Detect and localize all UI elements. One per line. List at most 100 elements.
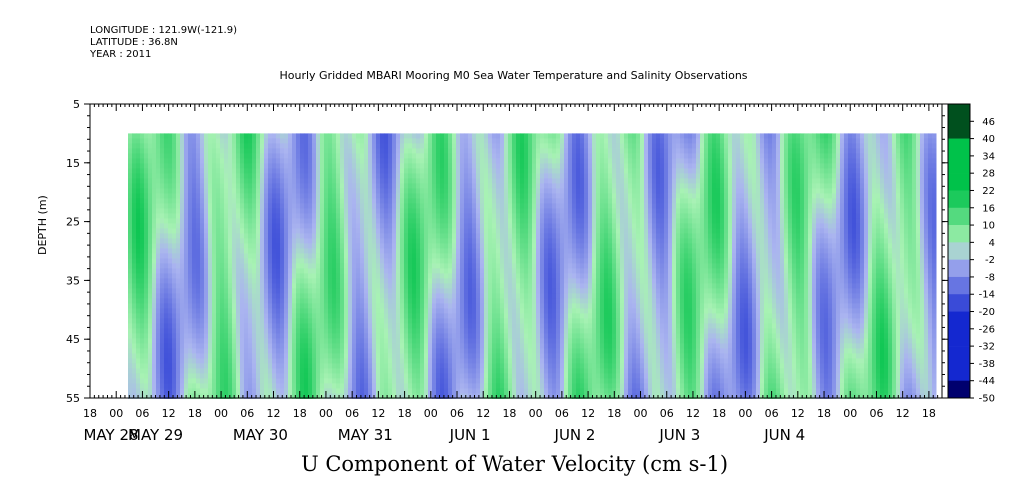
heatmap-cell [128, 378, 133, 384]
heatmap-cell [460, 283, 465, 289]
heatmap-cell [164, 368, 169, 374]
heatmap-cell [164, 378, 169, 384]
heatmap-cell [500, 253, 505, 259]
heatmap-cell [444, 293, 449, 299]
heatmap-cell [468, 193, 473, 199]
heatmap-cell [192, 133, 197, 139]
heatmap-cell [320, 388, 325, 394]
heatmap-cell [204, 318, 209, 324]
heatmap-cell [276, 203, 281, 209]
heatmap-cell [256, 158, 261, 164]
heatmap-cell [148, 158, 153, 164]
heatmap-cell [344, 173, 349, 179]
heatmap-cell [256, 358, 261, 364]
heatmap-cell [496, 203, 501, 209]
heatmap-cell [204, 393, 209, 399]
heatmap-cell [320, 163, 325, 169]
heatmap-cell [144, 228, 149, 234]
heatmap-cell [212, 158, 217, 164]
heatmap-cell [440, 283, 445, 289]
heatmap-cell [156, 138, 161, 144]
heatmap-cell [460, 233, 465, 239]
heatmap-cell [360, 343, 365, 349]
heatmap-cell [364, 373, 369, 379]
heatmap-cell [172, 378, 177, 384]
heatmap-cell [400, 308, 405, 314]
heatmap-cell [396, 378, 401, 384]
heatmap-cell [336, 278, 341, 284]
heatmap-cell [164, 203, 169, 209]
heatmap-cell [316, 173, 321, 179]
heatmap-cell [352, 323, 357, 329]
heatmap-cell [176, 153, 181, 159]
heatmap-cell [352, 253, 357, 259]
heatmap-cell [372, 388, 377, 394]
heatmap-cell [420, 173, 425, 179]
heatmap-cell [244, 308, 249, 314]
heatmap-cell [296, 213, 301, 219]
heatmap-cell [440, 143, 445, 149]
heatmap-cell [140, 153, 145, 159]
heatmap-cell [480, 318, 485, 324]
heatmap-cell [456, 323, 461, 329]
heatmap-cell [224, 173, 229, 179]
heatmap-cell [460, 383, 465, 389]
heatmap-cell [468, 298, 473, 304]
heatmap-cell [448, 288, 453, 294]
heatmap-cell [312, 193, 317, 199]
heatmap-cell [392, 283, 397, 289]
heatmap-cell [224, 308, 229, 314]
heatmap-cell [160, 308, 165, 314]
heatmap-cell [328, 318, 333, 324]
heatmap-cell [448, 293, 453, 299]
heatmap-cell [192, 318, 197, 324]
heatmap-cell [344, 313, 349, 319]
heatmap-cell [164, 318, 169, 324]
heatmap-cell [424, 153, 429, 159]
heatmap-cell [344, 318, 349, 324]
heatmap-cell [312, 363, 317, 369]
heatmap-cell [284, 243, 289, 249]
heatmap-cell [204, 238, 209, 244]
heatmap-cell [312, 183, 317, 189]
heatmap-cell [412, 388, 417, 394]
heatmap-cell [432, 133, 437, 139]
heatmap-cell [148, 328, 153, 334]
heatmap-cell [324, 338, 329, 344]
heatmap-cell [380, 218, 385, 224]
heatmap-cell [320, 148, 325, 154]
heatmap-cell [340, 318, 345, 324]
heatmap-cell [156, 313, 161, 319]
heatmap-cell [348, 288, 353, 294]
heatmap-cell [420, 158, 425, 164]
heatmap-cell [500, 158, 505, 164]
heatmap-cell [416, 288, 421, 294]
heatmap-cell [456, 198, 461, 204]
heatmap-cell [400, 208, 405, 214]
heatmap-cell [164, 308, 169, 314]
heatmap-cell [396, 148, 401, 154]
heatmap-cell [380, 278, 385, 284]
heatmap-cell [168, 353, 173, 359]
heatmap-cell [460, 248, 465, 254]
heatmap-cell [220, 178, 225, 184]
heatmap-cell [452, 263, 457, 269]
heatmap-cell [156, 368, 161, 374]
heatmap-cell [460, 368, 465, 374]
heatmap-cell [376, 323, 381, 329]
heatmap-cell [408, 148, 413, 154]
heatmap-cell [148, 263, 153, 269]
heatmap-cell [180, 303, 185, 309]
heatmap-cell [476, 148, 481, 154]
heatmap-cell [172, 393, 177, 399]
heatmap-cell [268, 178, 273, 184]
heatmap-cell [220, 393, 225, 399]
heatmap-cell [368, 153, 373, 159]
heatmap-cell [148, 268, 153, 274]
heatmap-cell [428, 363, 433, 369]
heatmap-cell [448, 183, 453, 189]
heatmap-cell [192, 178, 197, 184]
heatmap-cell [492, 253, 497, 259]
heatmap-cell [480, 173, 485, 179]
heatmap-cell [196, 358, 201, 364]
